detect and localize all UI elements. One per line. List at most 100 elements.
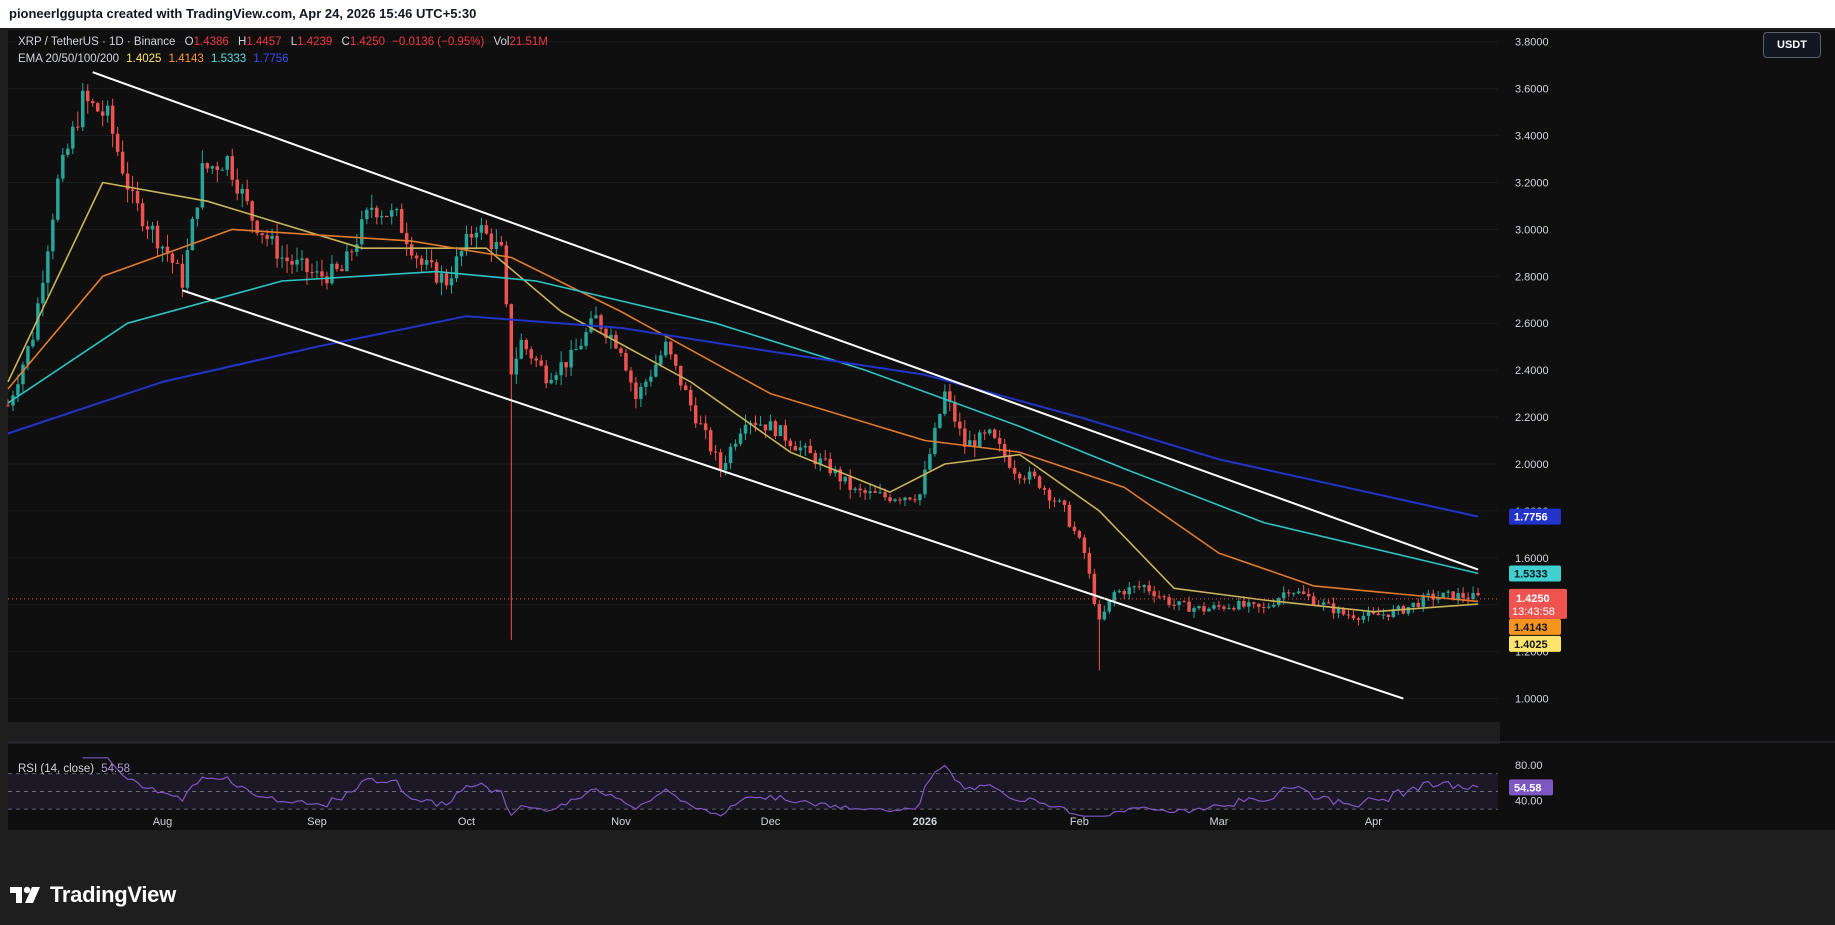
- candle-body: [1456, 593, 1460, 600]
- high-label: H: [238, 36, 247, 48]
- candle-body: [1032, 471, 1037, 477]
- candle-body: [370, 207, 374, 210]
- candle-body: [444, 273, 449, 286]
- candle-body: [579, 345, 583, 350]
- candle-body: [215, 166, 220, 170]
- candle-body: [1077, 531, 1082, 538]
- candle-body: [594, 315, 598, 319]
- candle-body: [71, 126, 75, 149]
- ema-line-ema20: [7, 181, 1479, 613]
- tradingview-logo[interactable]: TradingView: [10, 878, 176, 912]
- candle-body: [943, 391, 947, 415]
- symbol-label[interactable]: XRP / TetherUS · 1D · Binance: [18, 36, 176, 48]
- candle-body: [1421, 595, 1425, 607]
- candle-body: [434, 262, 439, 283]
- candle-body: [1137, 586, 1141, 588]
- candle-body: [888, 497, 892, 502]
- candle-body: [135, 190, 140, 204]
- candle-body: [474, 232, 479, 238]
- candle-body: [584, 332, 588, 346]
- candle-body: [51, 219, 55, 252]
- candle-body: [1007, 455, 1012, 468]
- price-tick-label: 2.2000: [1515, 412, 1549, 424]
- candle-body: [409, 244, 414, 256]
- candle-body: [1167, 597, 1171, 605]
- candle-body: [1152, 591, 1156, 597]
- candle-body: [1336, 608, 1341, 614]
- candle-body: [758, 424, 763, 426]
- candle-body: [484, 225, 489, 234]
- candle-body: [728, 446, 733, 464]
- ema50-value: 1.4143: [168, 53, 204, 65]
- candle-body: [200, 163, 205, 208]
- candle-body: [155, 225, 160, 249]
- candle-body: [848, 476, 852, 490]
- candle-body: [439, 273, 444, 283]
- candle-body: [1326, 602, 1331, 604]
- chart-caption: pioneerlggupta created with TradingView.…: [9, 6, 477, 21]
- currency-button[interactable]: USDT: [1763, 32, 1821, 58]
- candle-body: [1157, 596, 1161, 598]
- candle-body: [1062, 500, 1067, 505]
- candle-body: [1281, 592, 1286, 599]
- candle-body: [61, 154, 65, 179]
- candle-body: [85, 90, 90, 102]
- candle-body: [464, 233, 469, 252]
- last-price-tag: [1509, 588, 1567, 619]
- candle-body: [290, 261, 294, 265]
- price-chart[interactable]: 3.8000 3.6000 3.4000 3.2000 3.0000 2.8000 2.60…: [0, 28, 1835, 873]
- candle-body: [300, 258, 304, 260]
- ema200-value: 1.7756: [253, 53, 289, 65]
- candle-body: [255, 220, 259, 234]
- rsi-line: [82, 757, 1479, 817]
- candle-body: [414, 255, 419, 259]
- candle-body: [424, 260, 429, 265]
- candle-body: [454, 256, 459, 279]
- rsi-label[interactable]: RSI (14, close): [18, 763, 95, 775]
- candle-body: [1321, 602, 1326, 605]
- candle-body: [399, 209, 404, 233]
- candle-body: [1072, 526, 1077, 532]
- price-axis: [1500, 30, 1835, 830]
- ema-label[interactable]: EMA 20/50/100/200: [18, 53, 120, 65]
- price-tick-label: 2.8000: [1515, 271, 1549, 283]
- volume-value: 21.51M: [509, 36, 548, 48]
- candle-body: [659, 355, 663, 365]
- candle-body: [380, 216, 384, 218]
- candle-body: [768, 421, 773, 431]
- candle-body: [36, 303, 40, 340]
- candle-body: [803, 445, 808, 448]
- candle-body: [798, 447, 803, 451]
- close-label: C: [341, 36, 350, 48]
- time-tick-label: Aug: [153, 816, 173, 828]
- rsi-value: 54.58: [101, 763, 131, 775]
- candle-body: [1346, 614, 1351, 616]
- candle-body: [718, 452, 723, 470]
- candle-body: [1212, 605, 1216, 609]
- candle-body: [574, 349, 578, 351]
- candle-body: [953, 401, 957, 422]
- candle-body: [81, 90, 85, 128]
- candle-body: [1087, 552, 1092, 574]
- candle-body: [1207, 608, 1211, 612]
- candle-body: [1252, 602, 1256, 604]
- candle-body: [1172, 604, 1176, 606]
- candle-body: [1112, 592, 1117, 601]
- candle-body: [1082, 537, 1087, 553]
- candle-body: [1331, 603, 1336, 614]
- candle-body: [644, 381, 648, 387]
- candle-body: [275, 235, 279, 259]
- candle-body: [624, 352, 628, 371]
- candle-body: [509, 304, 514, 375]
- rsi-value-tag-label: 54.58: [1514, 782, 1542, 794]
- candle-body: [240, 188, 244, 194]
- candle-body: [743, 424, 748, 434]
- candle-body: [604, 328, 608, 338]
- candle-body: [778, 425, 783, 437]
- candle-body: [1296, 591, 1301, 594]
- low-value: 1.4239: [297, 36, 333, 48]
- ema100-tag-label: 1.5333: [1514, 568, 1548, 580]
- candle-body: [908, 497, 912, 500]
- candle-body: [1361, 615, 1366, 620]
- candle-body: [265, 235, 269, 239]
